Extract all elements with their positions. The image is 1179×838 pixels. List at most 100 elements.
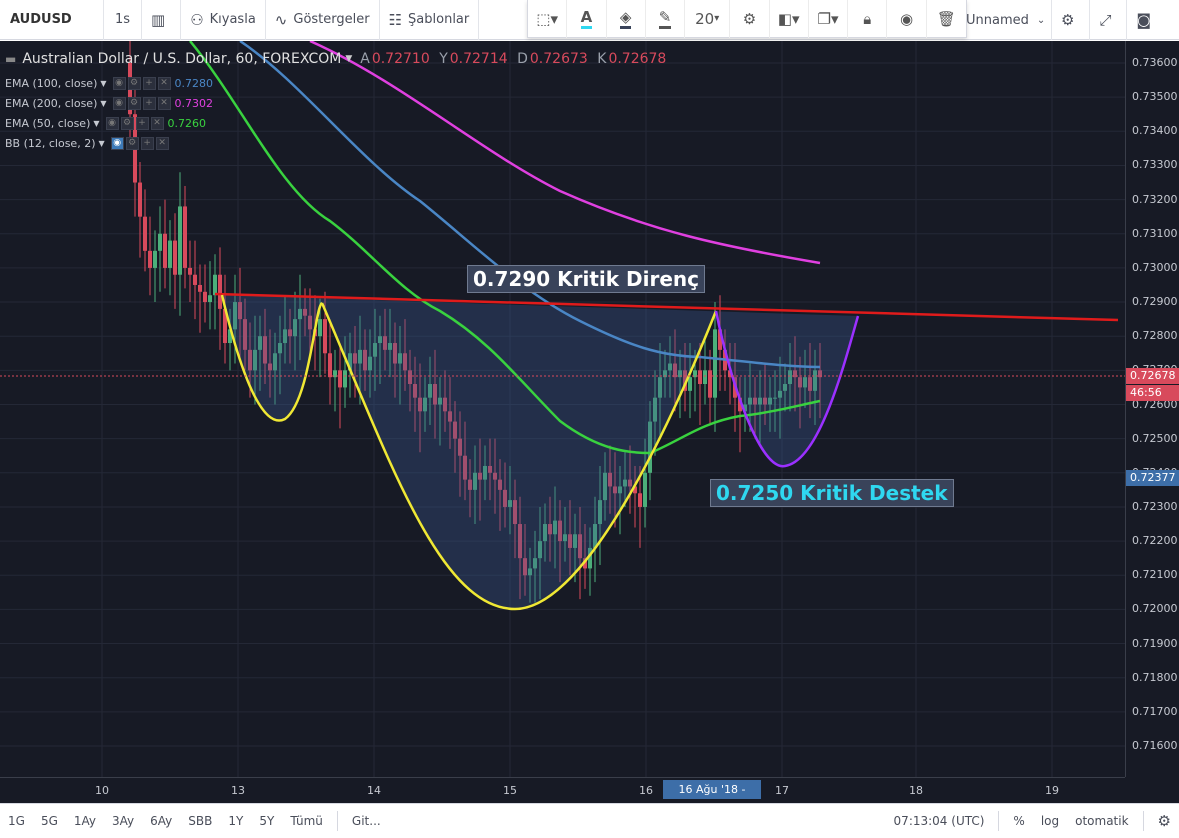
range-button-tümü[interactable]: Tümü (290, 814, 323, 828)
chart-pane[interactable]: ▬ Australian Dollar / U.S. Dollar, 60, F… (0, 41, 1179, 815)
range-button-3ay[interactable]: 3Ay (112, 814, 135, 828)
price-plot[interactable] (0, 41, 1125, 777)
indicator-ema-50[interactable]: EMA (50, close) ▼ ◉ ⚙ + ✕ 0.7260 (5, 113, 671, 133)
candle-body (643, 472, 647, 507)
price-axis[interactable]: 0.73600 0.73500 0.73400 0.73300 0.73200 0.731… (1125, 41, 1179, 777)
candle-body (448, 411, 452, 422)
time-tick: 17 (775, 784, 789, 797)
eye-icon[interactable]: ◉ (105, 116, 119, 130)
gear-icon[interactable]: ⚙ (125, 136, 139, 150)
gear-icon[interactable]: ⚙ (127, 96, 141, 110)
candle-body (303, 308, 307, 316)
symbol-search[interactable]: AUDUSD (0, 0, 104, 40)
gear-icon: ⚙ (742, 9, 757, 28)
candle-body (143, 216, 147, 251)
range-button-1y[interactable]: 1Y (228, 814, 244, 828)
close-icon[interactable]: ✕ (157, 76, 171, 90)
candle-body (198, 284, 202, 292)
candle-body (358, 349, 362, 364)
candle-body (148, 250, 152, 268)
visual-order-button[interactable]: ◧▾ (770, 0, 809, 38)
candle-body (498, 479, 502, 490)
range-button-1g[interactable]: 1G (8, 814, 25, 828)
resistance-annotation[interactable]: 0.7290 Kritik Direnç (467, 265, 706, 293)
close-icon[interactable]: ✕ (150, 116, 164, 130)
candle-body (308, 315, 312, 330)
close-icon[interactable]: ✕ (155, 136, 169, 150)
goto-button[interactable]: Git... (351, 814, 381, 828)
text-color-button[interactable]: A (567, 0, 607, 38)
chart-type-button[interactable]: ▥ (142, 0, 182, 40)
plus-icon[interactable]: + (142, 76, 156, 90)
cup-curve (320, 302, 718, 611)
hide-button[interactable]: ◉ (887, 0, 927, 38)
candle-body (338, 370, 342, 388)
candle-body (213, 274, 217, 296)
compare-button[interactable]: ⚇ Kıyasla (181, 0, 266, 40)
indicator-buttons: ◉ ⚙ + ✕ (110, 136, 169, 150)
percent-toggle[interactable]: % (1013, 814, 1025, 828)
time-axis[interactable]: 16 Ağu '18 - 12:00 10 13 14 15 16 17 18 19 (0, 777, 1125, 815)
settings-button[interactable]: ⚙ (730, 0, 770, 38)
plus-icon[interactable]: + (142, 96, 156, 110)
border-color-button[interactable]: ✎ (646, 0, 686, 38)
chevron-down-icon[interactable]: ▼ (345, 54, 353, 64)
clone-button[interactable]: ❐▾ (809, 0, 849, 38)
range-button-6ay[interactable]: 6Ay (150, 814, 173, 828)
lock-button[interactable]: 🔒︎ (848, 0, 888, 38)
collapse-icon[interactable]: ▬ (5, 52, 17, 66)
chevron-down-icon: ▼ (98, 138, 105, 148)
templates-button[interactable]: ☷ Şablonlar (380, 0, 480, 40)
chevron-down-icon: ▼ (100, 98, 107, 108)
select-area-button[interactable]: ⬚▾ (528, 0, 568, 38)
candle-body (253, 349, 257, 371)
layout-name-button[interactable]: Unnamed ⌄ (960, 0, 1052, 40)
plus-icon[interactable]: + (140, 136, 154, 150)
font-size-select[interactable]: 20 ▾ (685, 0, 731, 38)
gear-icon[interactable]: ⚙ (127, 76, 141, 90)
indicator-ema-100[interactable]: EMA (100, close) ▼ ◉ ⚙ + ✕ 0.7280 (5, 73, 671, 93)
symbol-title[interactable]: Australian Dollar / U.S. Dollar, 60, FOR… (22, 51, 342, 67)
screenshot-button[interactable]: ◙ (1127, 0, 1166, 40)
indicator-value: 0.7280 (174, 76, 214, 90)
close-icon[interactable]: ✕ (157, 96, 171, 110)
candle-body (518, 524, 522, 559)
support-annotation[interactable]: 0.7250 Kritik Destek (710, 479, 954, 507)
indicator-bb[interactable]: BB (12, close, 2) ▼ ◉ ⚙ + ✕ (5, 133, 671, 153)
interval-button[interactable]: 1s (104, 0, 142, 40)
candle-body (163, 233, 167, 268)
delete-button[interactable]: 🗑︎ (927, 0, 966, 38)
candle-body (433, 384, 437, 405)
range-button-5g[interactable]: 5G (40, 814, 58, 828)
indicators-button[interactable]: ∿ Göstergeler (266, 0, 380, 40)
log-toggle[interactable]: log (1040, 814, 1060, 828)
range-button-sbb[interactable]: SBB (188, 814, 213, 828)
utc-clock[interactable]: 07:13:04 (UTC) (893, 814, 985, 828)
indicator-ema-200[interactable]: EMA (200, close) ▼ ◉ ⚙ + ✕ 0.7302 (5, 93, 671, 113)
eye-icon[interactable]: ◉ (112, 76, 126, 90)
gear-icon[interactable]: ⚙ (120, 116, 134, 130)
layout-name: Unnamed (966, 12, 1029, 28)
open-value: 0.72710 (371, 51, 430, 67)
candle-body (233, 302, 237, 330)
candle-body (748, 397, 752, 405)
candle-body (593, 524, 597, 548)
fill-color-button[interactable]: ◈ (607, 0, 646, 38)
candle-body (258, 336, 262, 350)
range-button-5y[interactable]: 5Y (259, 814, 275, 828)
font-size-value: 20 (695, 9, 715, 28)
range-button-1ay[interactable]: 1Ay (73, 814, 97, 828)
axis-settings-button[interactable]: ⚙ (1150, 812, 1179, 830)
candle-body (558, 520, 562, 542)
eye-icon[interactable]: ◉ (110, 136, 124, 150)
fullscreen-button[interactable]: ⤢ (1090, 0, 1128, 40)
toolbar-right: Unnamed ⌄ ⚙ ⤢ ◙ (960, 0, 1166, 40)
eye-icon[interactable]: ◉ (112, 96, 126, 110)
chart-settings-button[interactable]: ⚙ (1052, 0, 1091, 40)
candle-body (188, 267, 192, 275)
candle-body (663, 370, 667, 378)
auto-toggle[interactable]: otomatik (1075, 814, 1129, 828)
candle-body (373, 343, 377, 357)
eye-icon: ◉ (900, 9, 914, 28)
plus-icon[interactable]: + (135, 116, 149, 130)
